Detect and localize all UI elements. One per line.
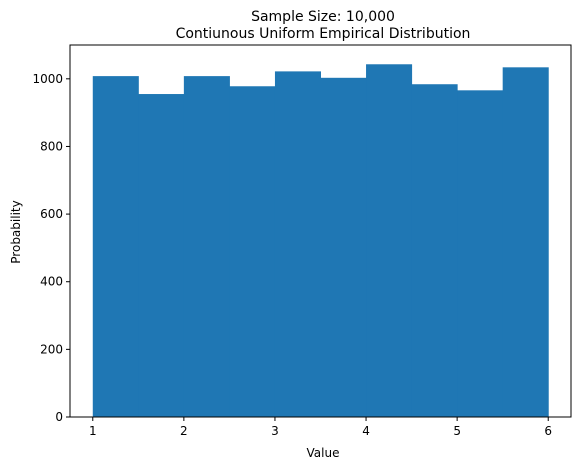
y-tick-label: 800 [40,139,63,153]
plot-frame [69,44,572,418]
histogram-bar [320,77,367,417]
histogram-bar [138,94,185,417]
histogram-bar [411,84,458,417]
histogram-bar [183,76,230,417]
x-tick-label: 1 [89,424,97,438]
histogram-bar [229,86,276,417]
y-axis-ticks: 0 200 400 600 800 1000 [32,72,70,424]
x-tick-label: 2 [180,424,188,438]
x-axis-label: Value [307,446,340,460]
x-tick-label: 3 [271,424,279,438]
histogram-bar [92,76,139,417]
x-tick-label: 5 [453,424,461,438]
histogram-bar [274,71,321,418]
x-tick-label: 4 [362,424,370,438]
bars-group [92,64,549,418]
chart-title-line-1: Sample Size: 10,000 [251,9,395,25]
histogram-bar [502,67,549,417]
y-tick-label: 600 [40,207,63,221]
x-tick-label: 6 [544,424,552,438]
x-axis-ticks: 1 2 3 4 5 6 [89,417,552,438]
chart-title-line-2: Contiunous Uniform Empirical Distributio… [176,26,471,42]
histogram-bar [457,90,504,418]
y-tick-label: 1000 [32,72,63,86]
y-axis-label: Probability [9,200,23,263]
histogram-bar [366,64,413,417]
y-tick-label: 200 [40,342,63,356]
y-tick-label: 400 [40,275,63,289]
y-tick-label: 0 [55,410,63,424]
